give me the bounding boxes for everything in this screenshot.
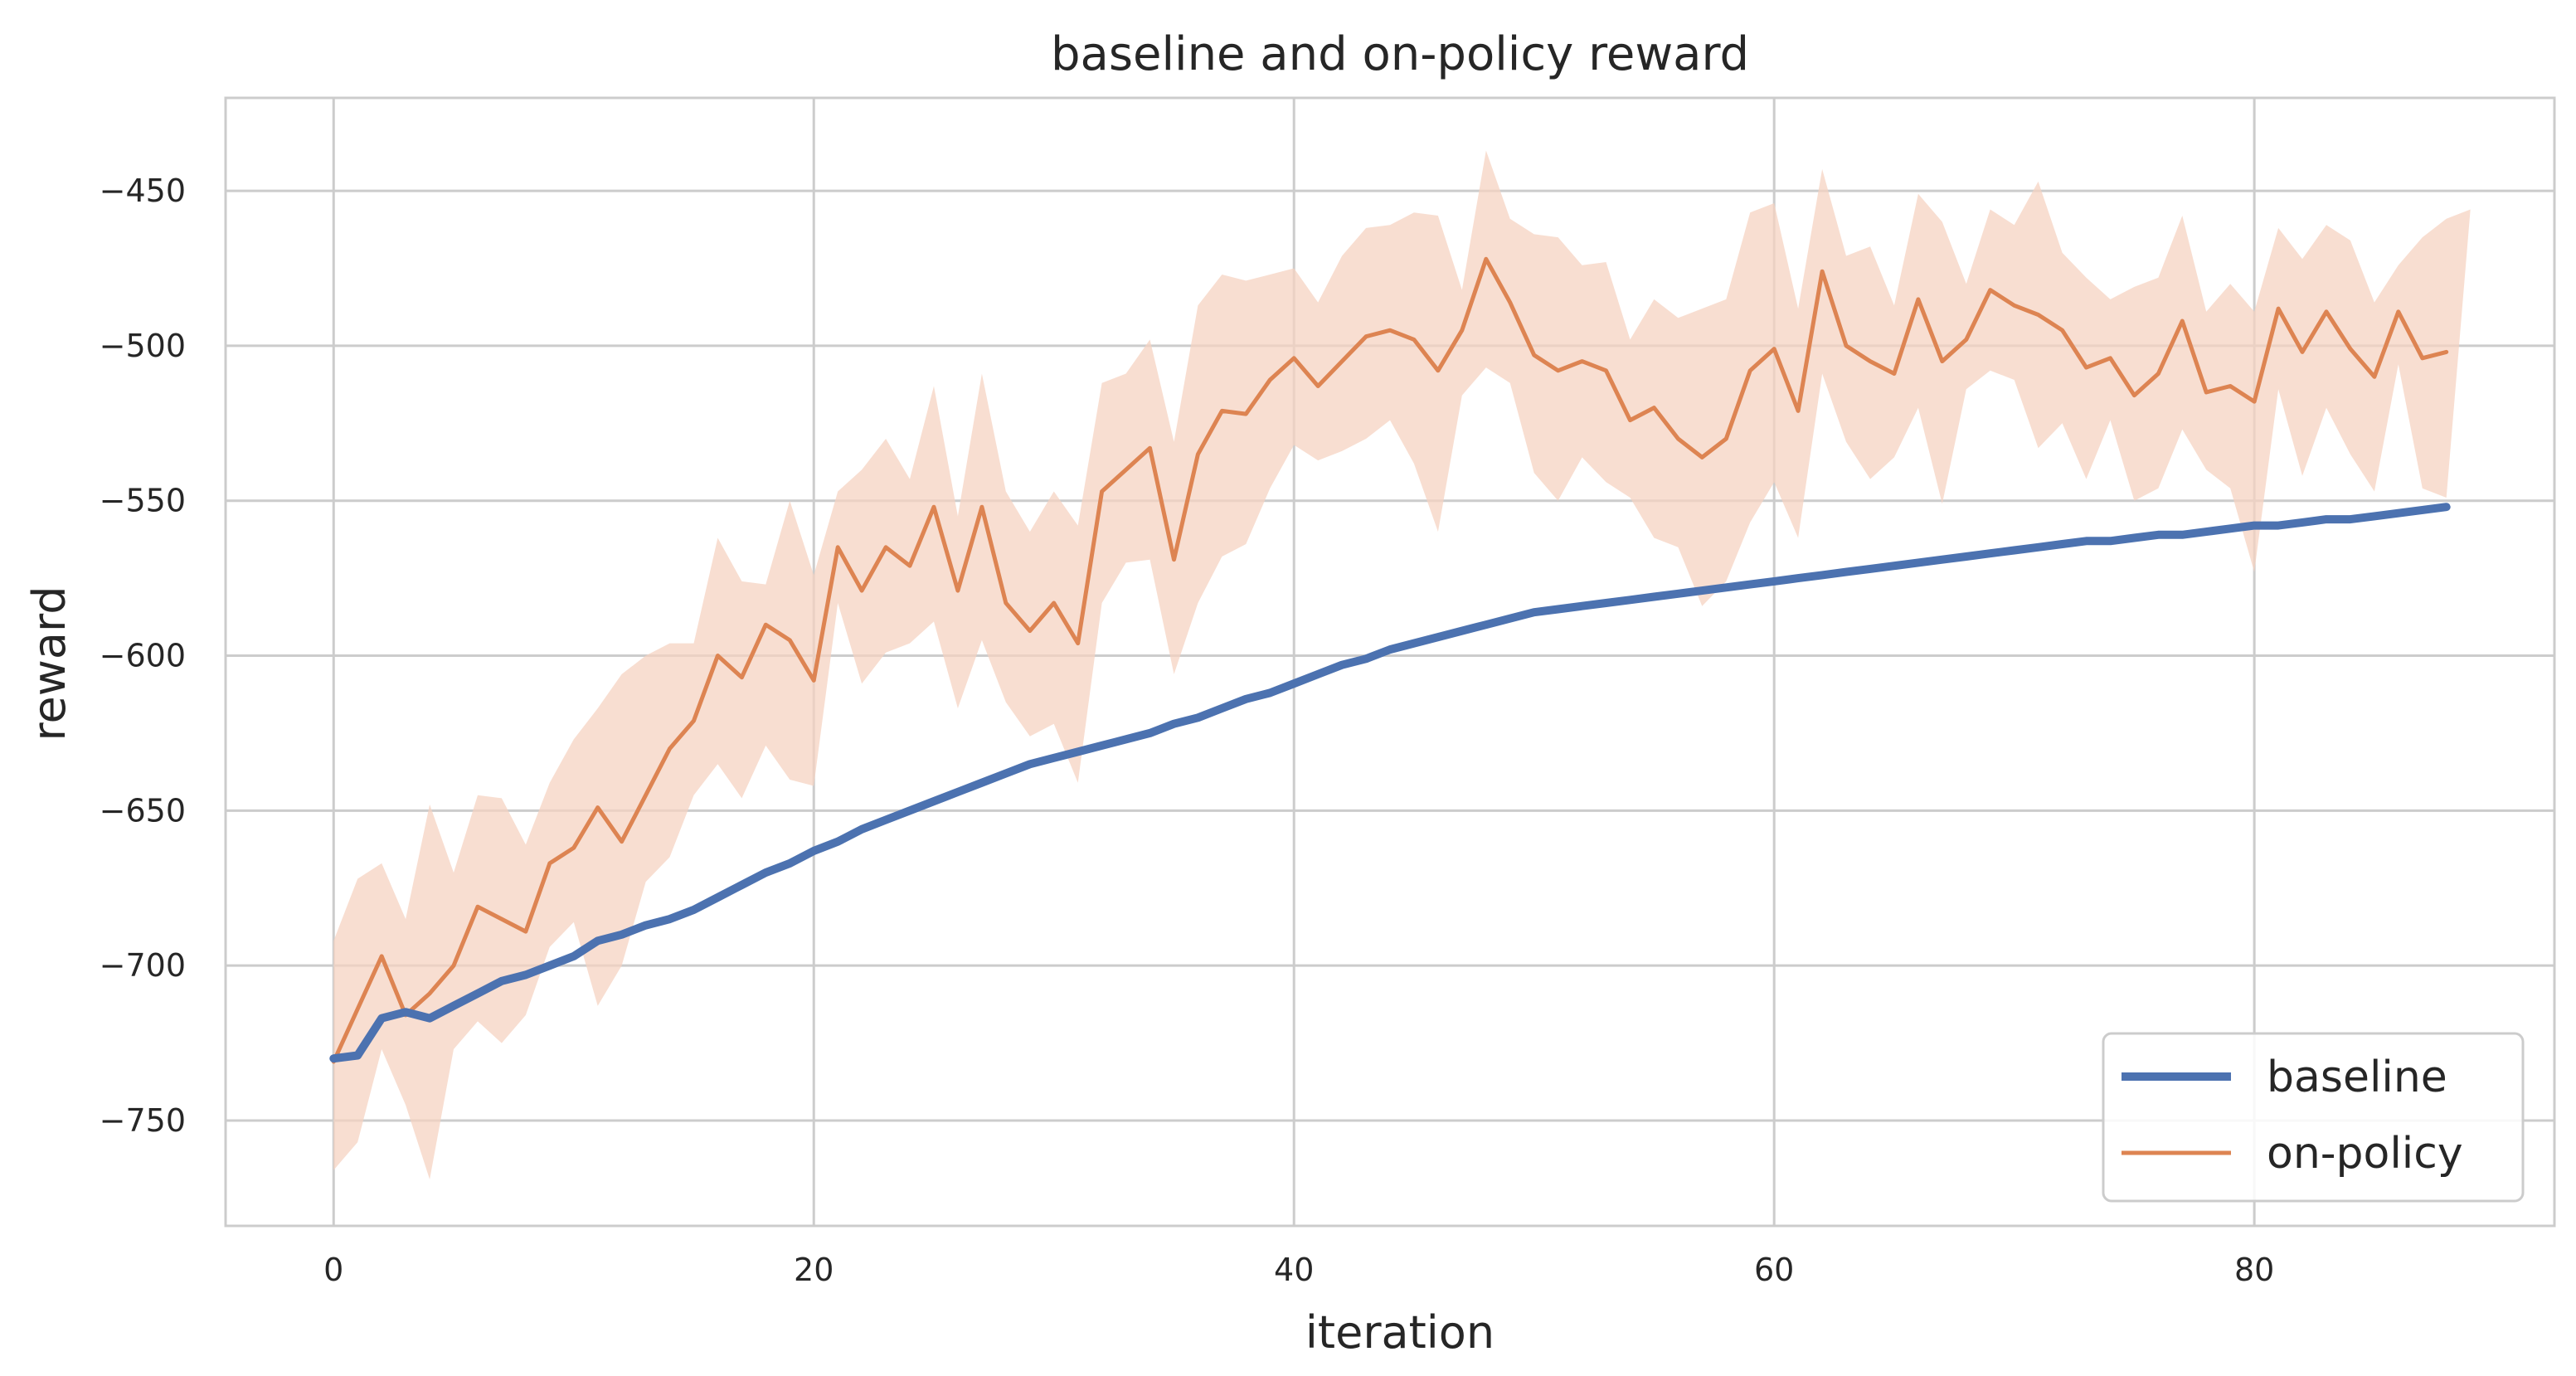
y-tick-label: −650 xyxy=(100,792,186,829)
y-tick-label: −450 xyxy=(100,173,186,209)
on-policy-confidence-band xyxy=(333,150,2471,1179)
band-layer xyxy=(333,150,2471,1179)
on-policy-series-line xyxy=(331,256,2449,1064)
y-tick-label: −550 xyxy=(100,483,186,519)
legend: baseline on-policy xyxy=(2102,1032,2525,1203)
y-tick-label: −750 xyxy=(100,1102,186,1139)
x-tick-label: 80 xyxy=(2234,1252,2274,1288)
x-axis-label: iteration xyxy=(1305,1306,1495,1359)
chart-title: baseline and on-policy reward xyxy=(1051,27,1749,81)
x-tick-label: 0 xyxy=(323,1252,343,1288)
y-tick-labels: −450 −500 −550 −600 −650 −700 −750 xyxy=(100,173,186,1139)
legend-baseline-label: baseline xyxy=(2267,1053,2447,1102)
x-tick-label: 40 xyxy=(1274,1252,1314,1288)
legend-on-policy-label: on-policy xyxy=(2267,1129,2463,1179)
baseline-series-line xyxy=(329,503,2451,1063)
y-tick-label: −600 xyxy=(100,638,186,674)
series-layer xyxy=(329,256,2451,1064)
x-tick-label: 60 xyxy=(1754,1252,1794,1288)
plot-frame xyxy=(224,96,2556,1228)
y-axis-label: reward xyxy=(23,586,75,741)
x-tick-labels: 0 20 40 60 80 xyxy=(323,1252,2274,1288)
y-tick-label: −700 xyxy=(100,947,186,984)
y-tick-label: −500 xyxy=(100,328,186,364)
x-tick-label: 20 xyxy=(794,1252,834,1288)
